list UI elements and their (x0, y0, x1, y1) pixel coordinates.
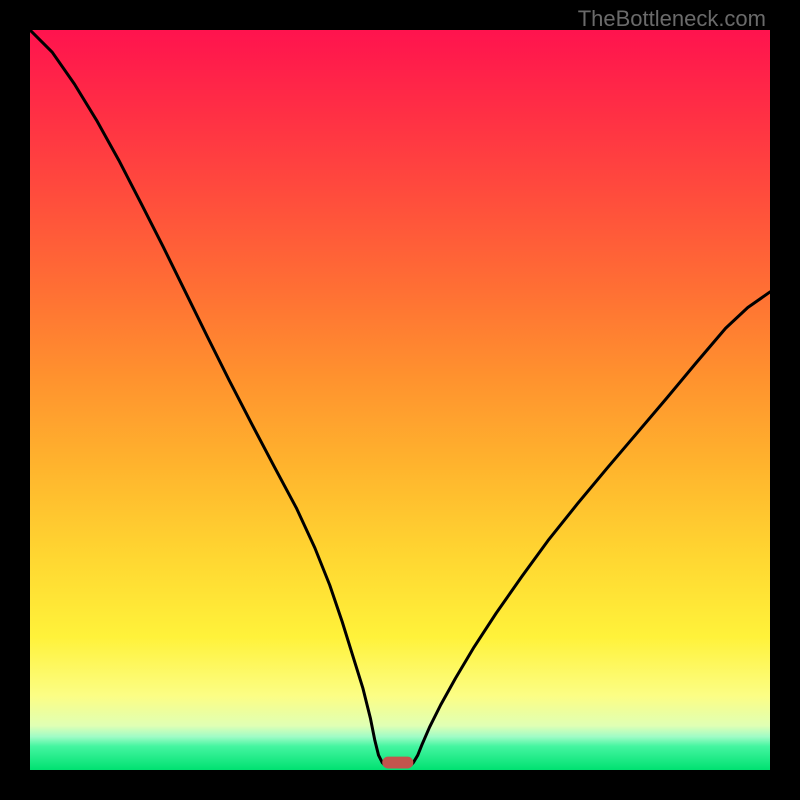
optimum-marker (382, 757, 413, 769)
watermark-label: TheBottleneck.com (578, 6, 766, 32)
figure-frame: TheBottleneck.com (0, 0, 800, 800)
gradient-background (30, 30, 770, 770)
bottleneck-chart-svg (30, 30, 770, 770)
plot-area (30, 30, 770, 770)
